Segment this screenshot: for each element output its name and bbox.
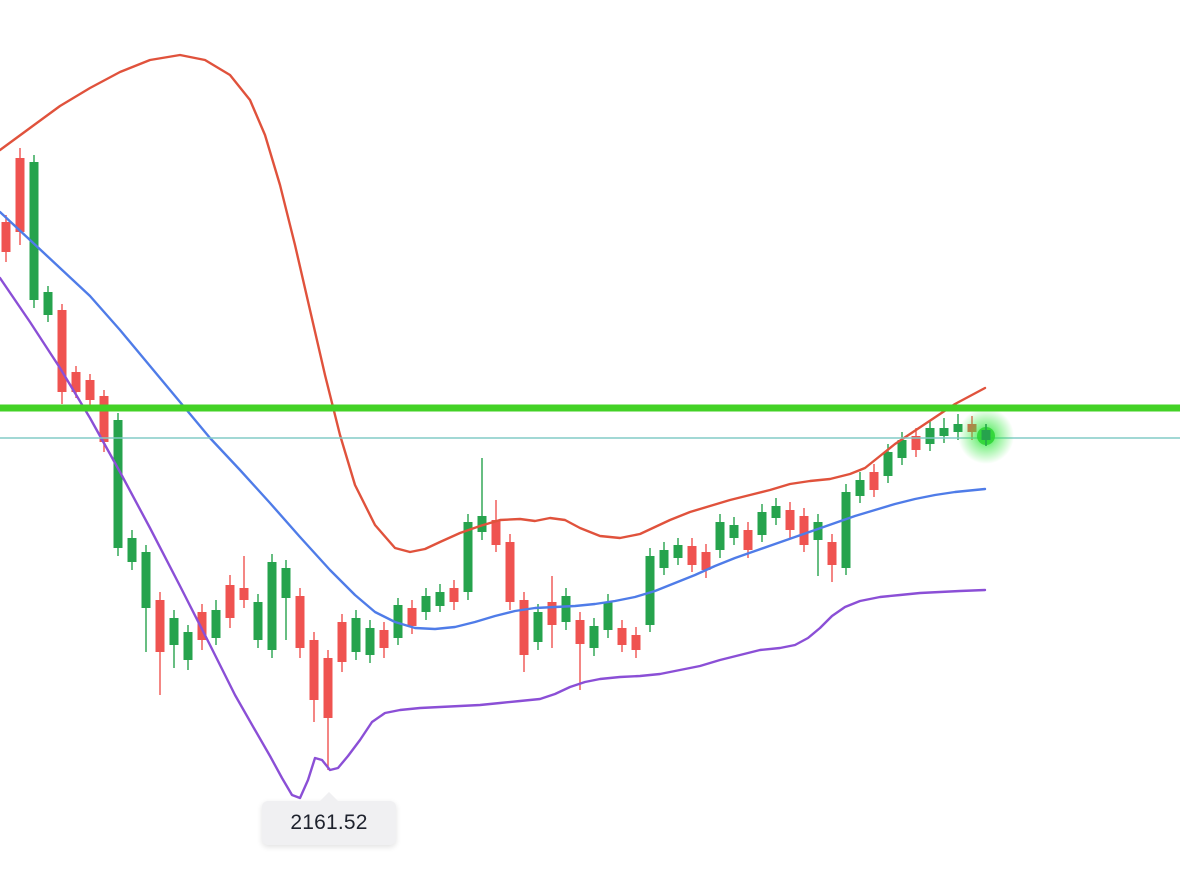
lower-band xyxy=(0,276,987,800)
green-price-level[interactable] xyxy=(0,404,1180,412)
middle-band xyxy=(0,210,987,631)
price-tooltip: 2161.52 xyxy=(262,792,396,845)
tooltip-arrow xyxy=(319,792,339,802)
teal-price-level xyxy=(0,437,1180,439)
candles xyxy=(1,148,991,770)
price-tooltip-value: 2161.52 xyxy=(290,811,368,834)
bollinger-bands xyxy=(0,53,987,800)
upper-band xyxy=(0,53,987,554)
